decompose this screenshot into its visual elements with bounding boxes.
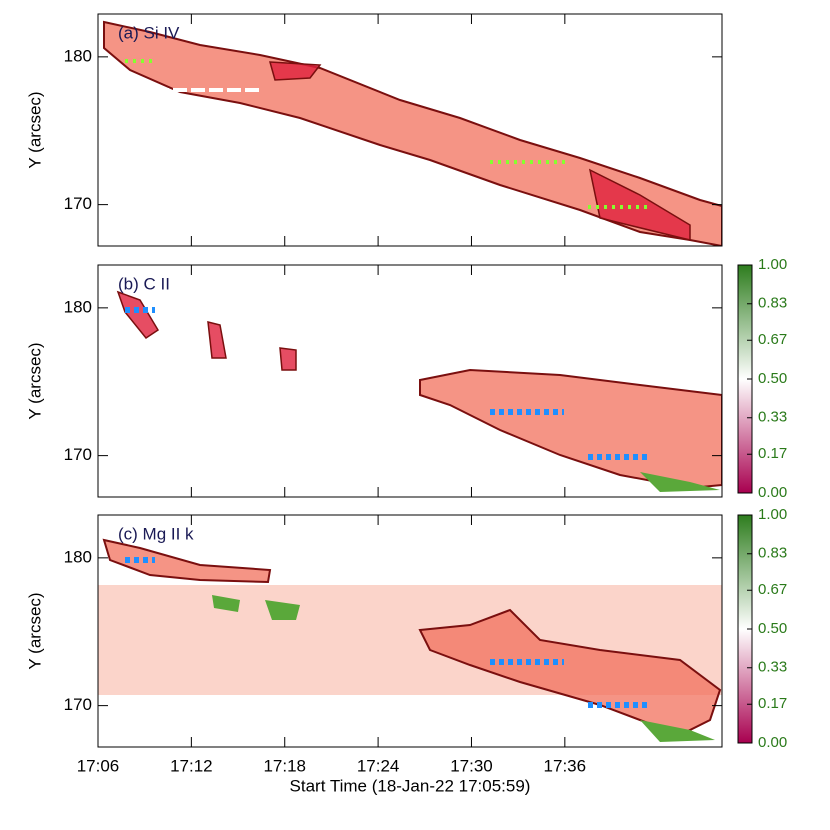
colorbar-tick-label: 0.00 bbox=[758, 734, 787, 751]
colorbar-tick-label: 0.17 bbox=[758, 445, 787, 462]
x-axis-label: Start Time (18-Jan-22 17:05:59) bbox=[290, 776, 531, 795]
panel-c-image bbox=[98, 538, 722, 742]
colorbar-tick-label: 0.00 bbox=[758, 484, 787, 501]
colorbar-tick-label: 0.33 bbox=[758, 409, 787, 426]
colorbar-tick-label: 0.83 bbox=[758, 545, 787, 562]
colorbar-tick-label: 0.50 bbox=[758, 370, 787, 387]
x-tick-label: 17:36 bbox=[544, 756, 587, 775]
colorbar-tick-label: 0.67 bbox=[758, 581, 787, 598]
y-tick-label: 170 bbox=[64, 695, 92, 714]
y-tick-label: 170 bbox=[64, 445, 92, 464]
x-tick-label: 17:18 bbox=[263, 756, 306, 775]
y-tick-label: 180 bbox=[64, 547, 92, 566]
colorbar-tick-label: 0.50 bbox=[758, 620, 787, 637]
y-tick-label: 180 bbox=[64, 46, 92, 65]
colorbar-tick-label: 0.17 bbox=[758, 695, 787, 712]
panel-title: (b) C II bbox=[118, 274, 170, 293]
panel-title: (c) Mg II k bbox=[118, 524, 194, 543]
y-tick-label: 180 bbox=[64, 297, 92, 316]
y-axis-label: Y (arcsec) bbox=[25, 342, 44, 419]
y-tick-label: 170 bbox=[64, 194, 92, 213]
x-tick-label: 17:12 bbox=[170, 756, 213, 775]
colorbar-tick-label: 0.33 bbox=[758, 659, 787, 676]
panel-b-image bbox=[116, 290, 722, 492]
panel-title: (a) Si IV bbox=[118, 23, 180, 42]
plot-frame bbox=[97, 264, 723, 498]
colorbar-tick-label: 1.00 bbox=[758, 256, 787, 273]
x-tick-label: 17:24 bbox=[357, 756, 400, 775]
colorbar-tick-label: 0.83 bbox=[758, 295, 787, 312]
y-axis-label: Y (arcsec) bbox=[25, 592, 44, 669]
colorbar-tick-label: 1.00 bbox=[758, 506, 787, 523]
colorbar-tick-label: 0.67 bbox=[758, 331, 787, 348]
plot-frame bbox=[97, 13, 723, 247]
x-tick-label: 17:06 bbox=[77, 756, 120, 775]
panel-a-image bbox=[103, 20, 722, 246]
x-tick-label: 17:30 bbox=[450, 756, 493, 775]
y-axis-label: Y (arcsec) bbox=[25, 91, 44, 168]
plot-frame bbox=[97, 514, 723, 748]
